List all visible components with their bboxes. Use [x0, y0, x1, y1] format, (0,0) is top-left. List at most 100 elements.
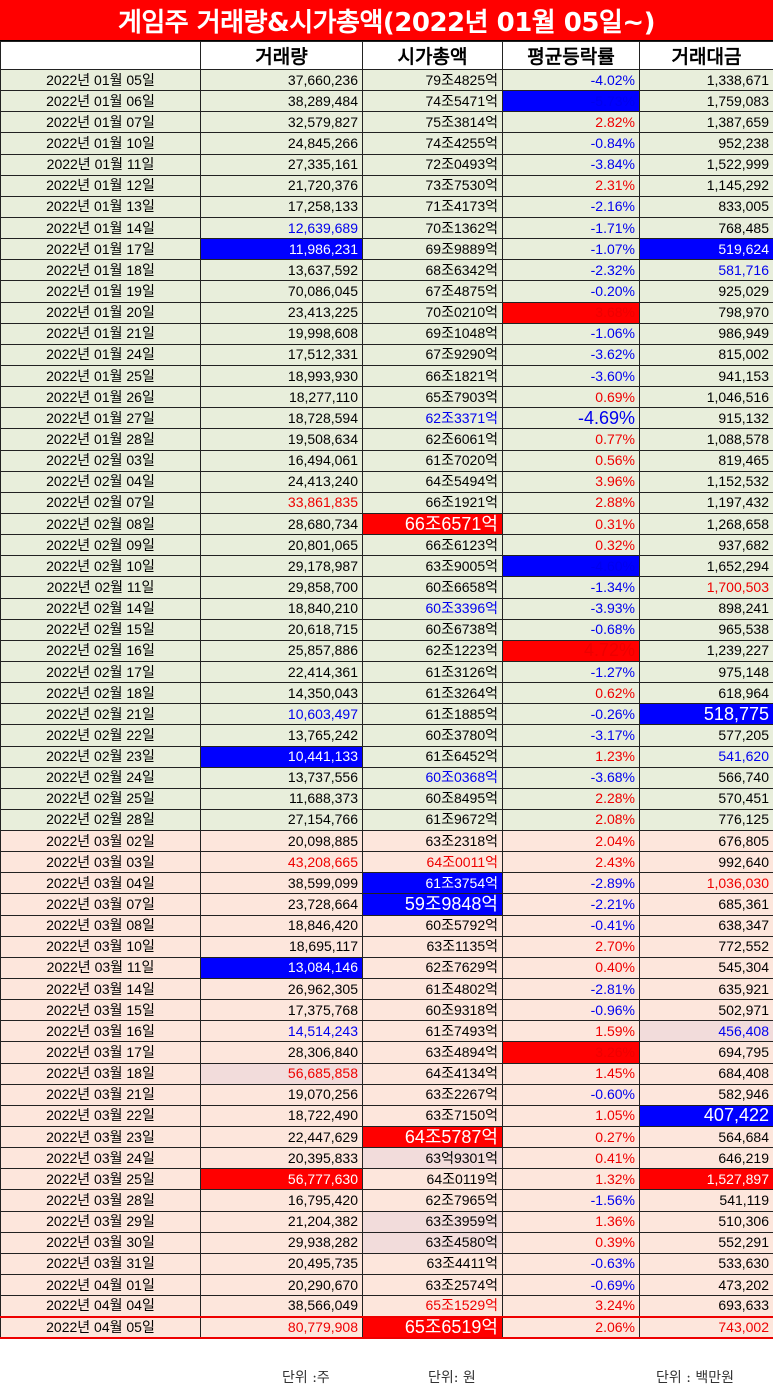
date-cell: 2022년 02월 07일	[0, 491, 201, 514]
market-cap-cell: 64조5494억	[362, 470, 503, 493]
market-cap-cell: 60조6658억	[362, 576, 503, 599]
table-row: 2022년 02월 22일 13,765,242 60조3780억 -3.17% 577…	[0, 724, 773, 747]
market-cap-cell: 61조7020억	[362, 449, 503, 472]
change-rate-cell: -3.60%	[502, 364, 640, 388]
date-cell: 2022년 03월 31일	[0, 1252, 201, 1276]
volume-cell: 17,375,768	[200, 999, 363, 1022]
date-cell: 2022년 01월 07일	[0, 111, 201, 134]
volume-cell: 11,688,373	[200, 787, 363, 810]
table-row: 2022년 03월 11일 13,084,146 62조7629억 0.40% 545,…	[0, 956, 773, 980]
trade-amount-cell: 898,241	[639, 597, 773, 620]
table-row: 2022년 03월 16일 14,514,243 61조7493억 1.59% 456,…	[0, 1020, 773, 1043]
market-cap-cell: 73조7530억	[362, 174, 503, 197]
date-cell: 2022년 03월 21일	[0, 1083, 201, 1106]
change-rate-cell: 4.72%	[502, 639, 640, 662]
market-cap-cell: 60조5792억	[362, 914, 503, 937]
table-row: 2022년 02월 18일 14,350,043 61조3264억 0.62% 618,…	[0, 682, 773, 705]
trade-amount-cell: 456,408	[639, 1020, 773, 1043]
change-rate-cell: -0.41%	[502, 914, 640, 937]
change-rate-cell: -0.26%	[502, 703, 640, 726]
volume-cell: 43,208,665	[200, 851, 363, 874]
market-cap-cell: 61조9672억	[362, 808, 503, 832]
volume-cell: 20,395,833	[200, 1147, 363, 1170]
trade-amount-cell: 1,759,083	[639, 90, 773, 113]
table-row: 2022년 02월 04일 24,413,240 64조5494억 3.96% 1,15…	[0, 470, 773, 493]
volume-cell: 38,566,049	[200, 1295, 363, 1318]
change-rate-cell: -0.68%	[502, 618, 640, 641]
volume-cell: 16,795,420	[200, 1189, 363, 1212]
unit-cap: 단위: 원	[428, 1370, 476, 1386]
trade-amount-cell: 1,152,532	[639, 470, 773, 493]
date-cell: 2022년 01월 18일	[0, 259, 201, 282]
volume-cell: 24,413,240	[200, 470, 363, 493]
change-rate-cell: 3.26%	[502, 1041, 640, 1064]
date-cell: 2022년 03월 08일	[0, 914, 201, 937]
trade-amount-cell: 965,538	[639, 618, 773, 641]
header-row: 거래량 시가총액 평균등락률 거래대금	[0, 41, 773, 70]
table-row: 2022년 03월 07일 23,728,664 59조9848억 -2.21% 685…	[0, 893, 773, 916]
volume-cell: 23,413,225	[200, 301, 363, 324]
date-cell: 2022년 01월 06일	[0, 90, 201, 113]
volume-cell: 33,861,835	[200, 491, 363, 514]
table-row: 2022년 02월 28일 27,154,766 61조9672억 2.08% 776,…	[0, 808, 773, 832]
change-rate-cell: -4.69%	[502, 407, 640, 430]
table-row: 2022년 04월 04일 38,566,049 65조1529억 3.24% 693,…	[0, 1295, 773, 1318]
header-volume: 거래량	[200, 41, 363, 70]
table-row: 2022년 01월 10일 24,845,266 74조4255억 -0.84% 952…	[0, 132, 773, 155]
volume-cell: 25,857,886	[200, 639, 363, 662]
date-cell: 2022년 02월 17일	[0, 660, 201, 684]
date-cell: 2022년 02월 08일	[0, 512, 201, 536]
table-row: 2022년 03월 08일 18,846,420 60조5792억 -0.41% 638…	[0, 914, 773, 937]
change-rate-cell: -1.71%	[502, 216, 640, 240]
change-rate-cell: -2.16%	[502, 195, 640, 218]
market-cap-cell: 65조6519억	[362, 1315, 503, 1339]
change-rate-cell: 3.68%	[502, 301, 640, 324]
change-rate-cell: -1.07%	[502, 238, 640, 261]
table-row: 2022년 01월 21일 19,998,608 69조1048억 -1.06% 986…	[0, 322, 773, 345]
market-cap-cell: 60조0368억	[362, 766, 503, 789]
market-cap-cell: 63억9301억	[362, 1147, 503, 1170]
date-cell: 2022년 03월 02일	[0, 830, 201, 853]
market-cap-cell: 68조6342억	[362, 259, 503, 282]
trade-amount-cell: 570,451	[639, 787, 773, 810]
market-cap-cell: 61조3754억	[362, 872, 503, 895]
trade-amount-cell: 1,527,897	[639, 1168, 773, 1191]
date-cell: 2022년 01월 24일	[0, 343, 201, 366]
date-cell: 2022년 02월 11일	[0, 576, 201, 599]
change-rate-cell: -3.62%	[502, 343, 640, 366]
change-rate-cell: 1.45%	[502, 1062, 640, 1085]
change-rate-cell: 2.04%	[502, 830, 640, 853]
date-cell: 2022년 03월 03일	[0, 851, 201, 874]
market-cap-cell: 64조4134억	[362, 1062, 503, 1085]
volume-cell: 28,680,734	[200, 512, 363, 536]
table-row: 2022년 01월 19일 70,086,045 67조4875억 -0.20% 925…	[0, 280, 773, 303]
volume-cell: 17,258,133	[200, 195, 363, 218]
trade-amount-cell: 772,552	[639, 935, 773, 958]
volume-cell: 80,779,908	[200, 1315, 363, 1339]
change-rate-cell: 0.31%	[502, 512, 640, 536]
date-cell: 2022년 02월 09일	[0, 534, 201, 557]
volume-cell: 37,660,236	[200, 68, 363, 92]
volume-cell: 18,993,930	[200, 364, 363, 388]
volume-cell: 20,801,065	[200, 534, 363, 557]
change-rate-cell: 1.59%	[502, 1020, 640, 1043]
table-row: 2022년 02월 14일 18,840,210 60조3396억 -3.93% 898…	[0, 597, 773, 620]
table-row: 2022년 02월 24일 13,737,556 60조0368억 -3.68% 566…	[0, 766, 773, 789]
date-cell: 2022년 03월 24일	[0, 1147, 201, 1170]
change-rate-cell: -1.27%	[502, 660, 640, 684]
table-row: 2022년 03월 31일 20,495,735 63조4411억 -0.63% 533…	[0, 1252, 773, 1276]
volume-cell: 27,335,161	[200, 153, 363, 176]
date-cell: 2022년 01월 27일	[0, 407, 201, 430]
table-row: 2022년 01월 06일 38,289,484 74조5471억 -5.73% 1,7…	[0, 90, 773, 113]
market-cap-cell: 66조1821억	[362, 364, 503, 388]
volume-cell: 21,720,376	[200, 174, 363, 197]
market-cap-cell: 60조3780억	[362, 724, 503, 747]
trade-amount-cell: 815,002	[639, 343, 773, 366]
date-cell: 2022년 02월 16일	[0, 639, 201, 662]
volume-cell: 38,599,099	[200, 872, 363, 895]
volume-cell: 10,441,133	[200, 745, 363, 768]
date-cell: 2022년 02월 18일	[0, 682, 201, 705]
trade-amount-cell: 1,652,294	[639, 555, 773, 578]
market-cap-cell: 63조3959억	[362, 1210, 503, 1233]
date-cell: 2022년 02월 15일	[0, 618, 201, 641]
